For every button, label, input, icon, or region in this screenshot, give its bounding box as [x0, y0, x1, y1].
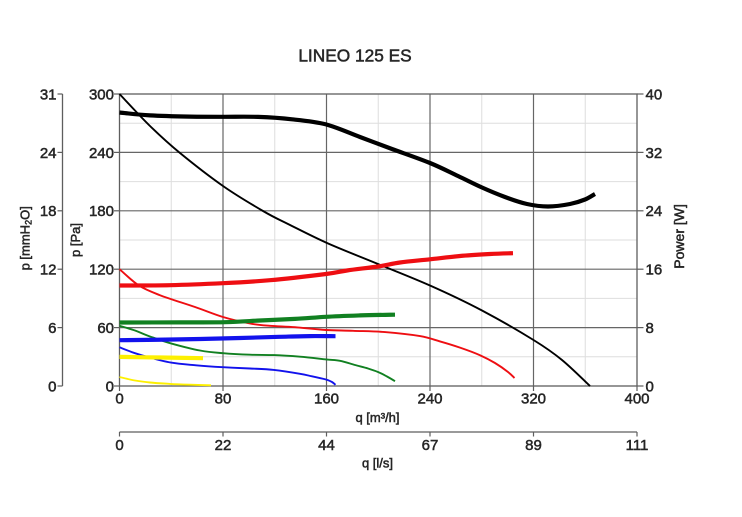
svg-text:q [l/s]: q [l/s]	[362, 456, 393, 471]
svg-text:22: 22	[215, 437, 232, 454]
svg-text:LINEO 125 ES: LINEO 125 ES	[298, 45, 411, 65]
svg-text:80: 80	[215, 391, 232, 408]
svg-text:60: 60	[97, 320, 114, 337]
svg-text:40: 40	[646, 86, 663, 103]
svg-text:24: 24	[40, 145, 57, 162]
svg-text:6: 6	[48, 320, 56, 337]
svg-text:111: 111	[626, 437, 649, 454]
svg-text:180: 180	[89, 203, 114, 220]
svg-text:p [Pa]: p [Pa]	[68, 223, 83, 257]
svg-text:89: 89	[525, 437, 542, 454]
svg-text:320: 320	[521, 391, 546, 408]
svg-text:12: 12	[40, 262, 57, 279]
svg-text:q [m³/h]: q [m³/h]	[355, 410, 399, 425]
svg-text:400: 400	[624, 391, 649, 408]
svg-text:p [mmH2O]: p [mmH2O]	[18, 206, 34, 270]
svg-text:240: 240	[417, 391, 442, 408]
svg-text:300: 300	[89, 86, 114, 103]
svg-text:44: 44	[318, 437, 335, 454]
svg-text:Power [W]: Power [W]	[671, 204, 687, 269]
svg-text:24: 24	[646, 203, 663, 220]
svg-text:240: 240	[89, 145, 114, 162]
svg-text:31: 31	[40, 86, 57, 103]
svg-text:0: 0	[48, 378, 56, 395]
svg-text:16: 16	[646, 262, 663, 279]
svg-text:18: 18	[40, 203, 57, 220]
svg-text:120: 120	[89, 262, 114, 279]
svg-text:67: 67	[422, 437, 439, 454]
svg-text:8: 8	[646, 320, 654, 337]
svg-text:0: 0	[115, 391, 123, 408]
svg-text:0: 0	[646, 378, 654, 395]
svg-text:0: 0	[115, 437, 123, 454]
svg-text:160: 160	[314, 391, 339, 408]
svg-text:0: 0	[106, 378, 114, 395]
svg-text:32: 32	[646, 145, 663, 162]
